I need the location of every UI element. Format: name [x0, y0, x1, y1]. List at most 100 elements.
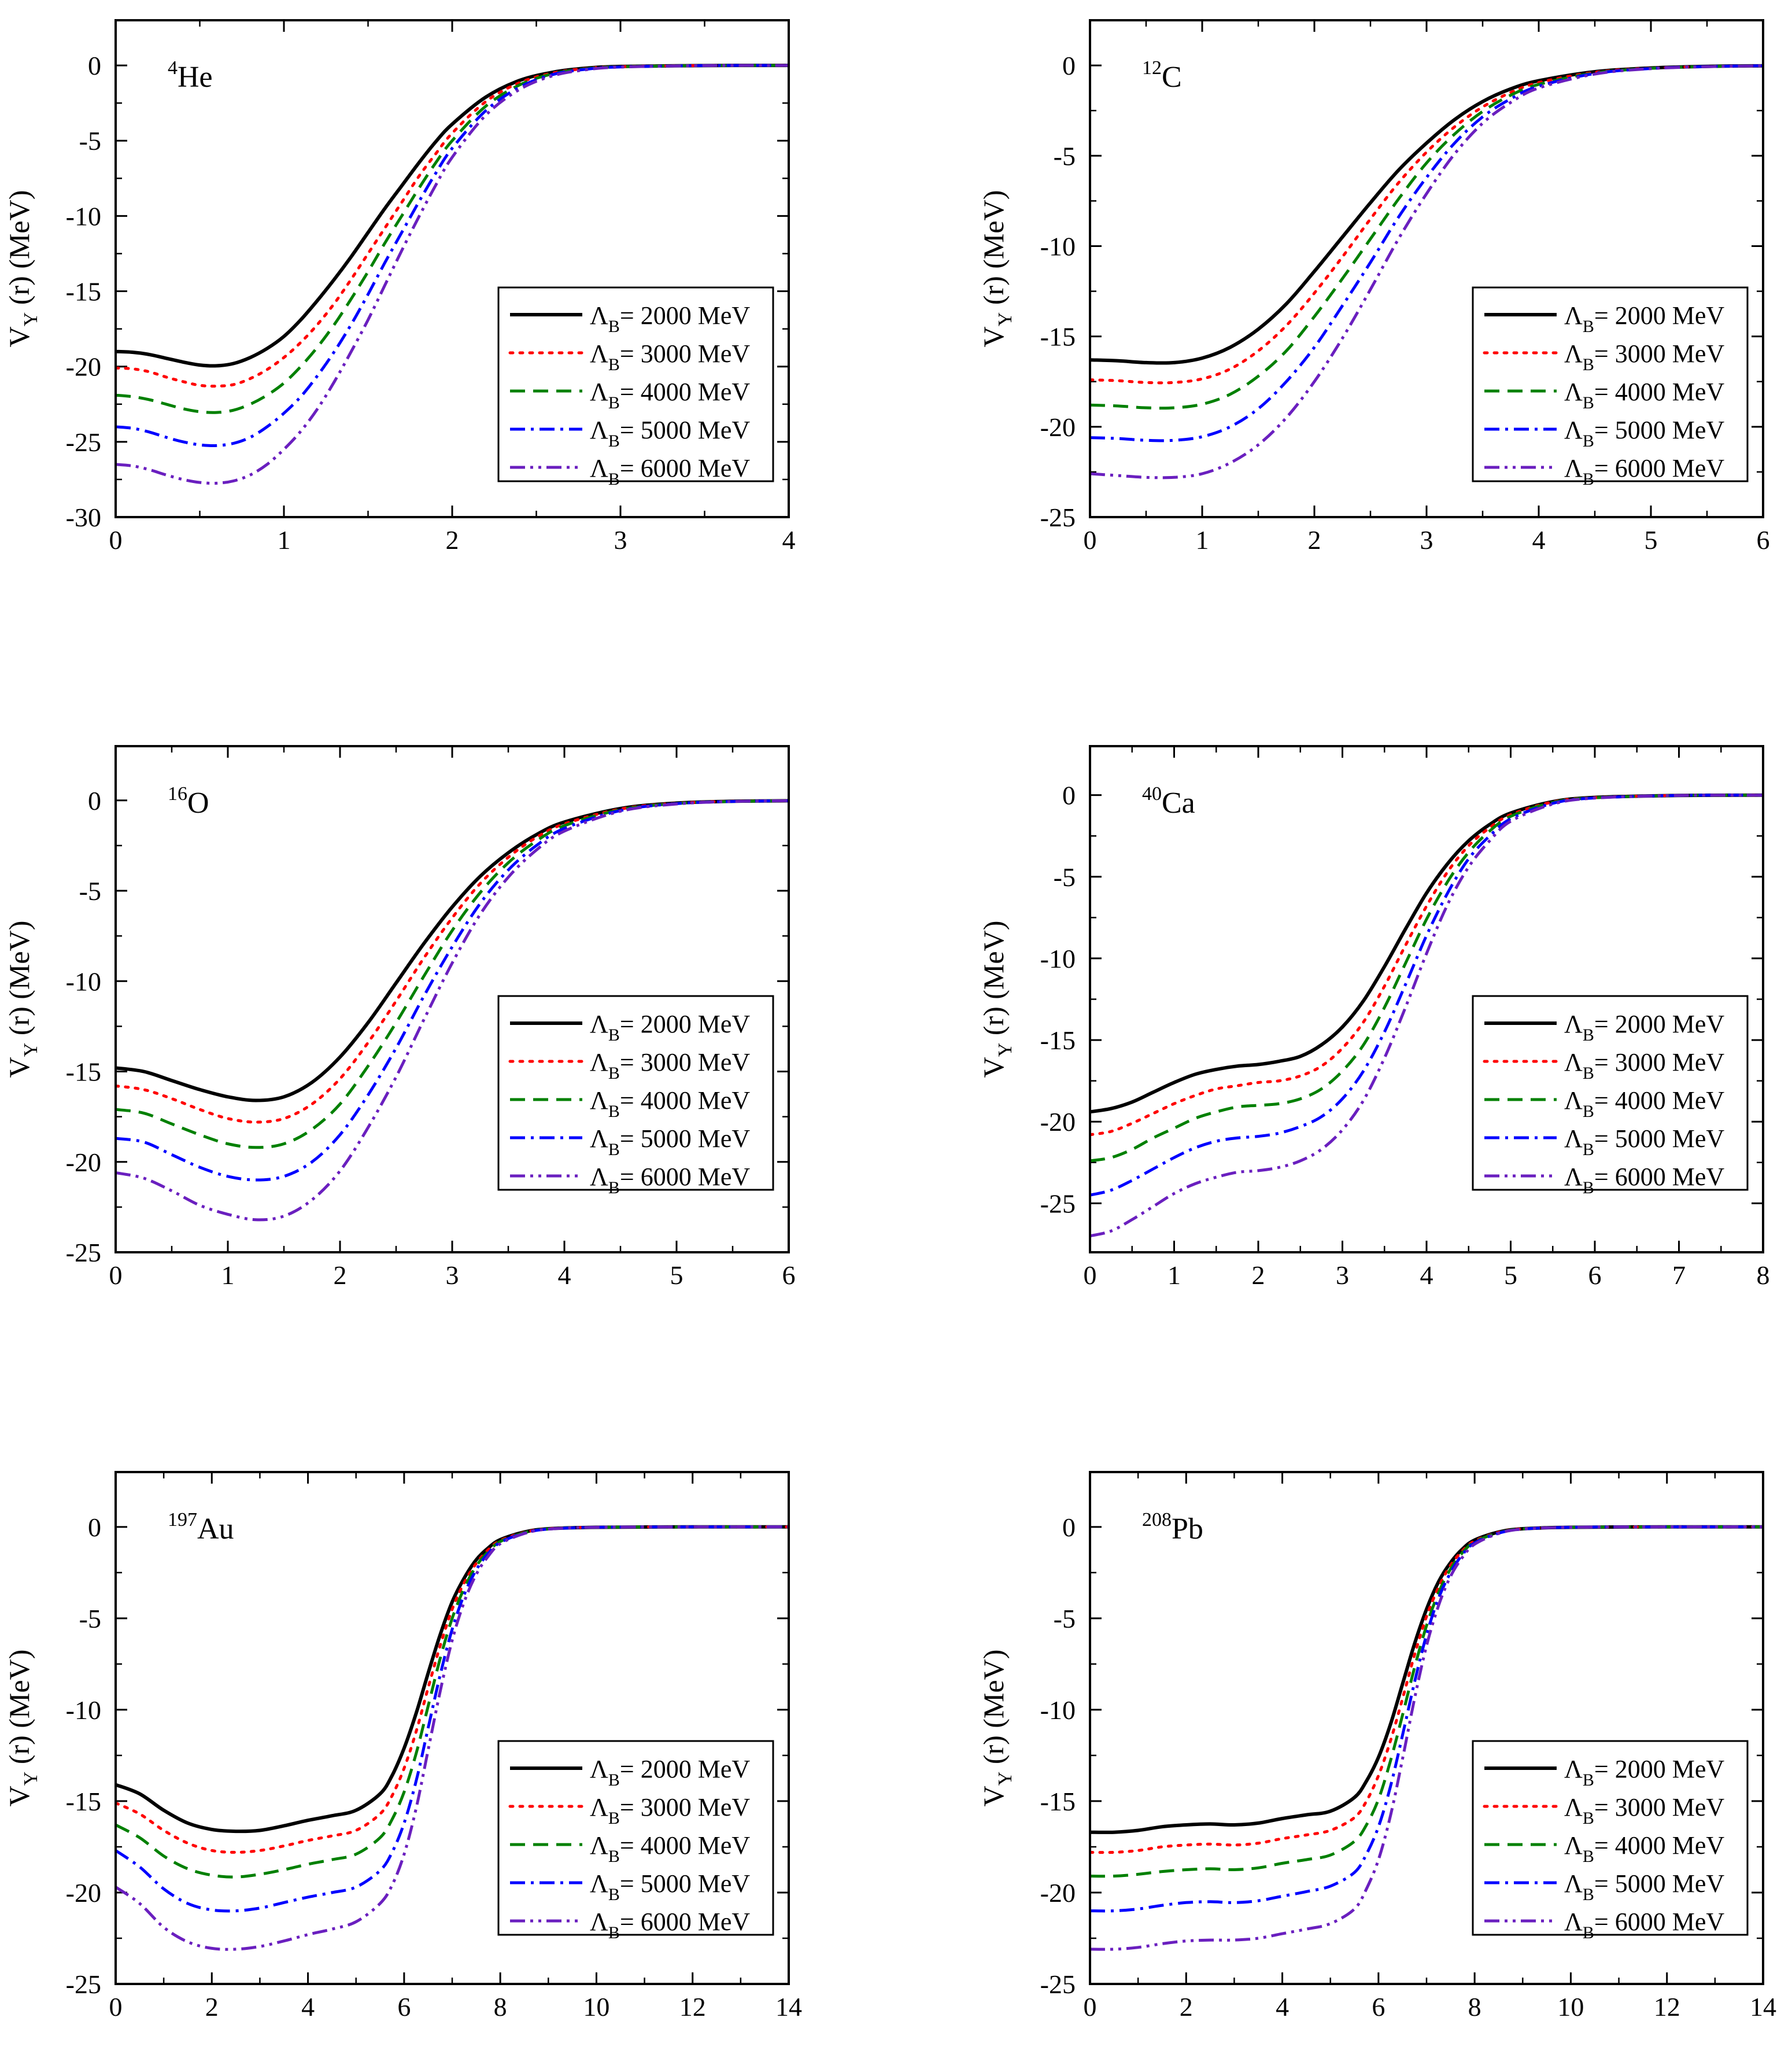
series-line-2: [1090, 64, 1763, 385]
legend-entry-1: ΛB= 2000 MeV: [1564, 1010, 1724, 1045]
y-tick-label: -5: [79, 876, 101, 906]
y-tick-label: 0: [88, 786, 101, 816]
x-tick-label: 0: [109, 1260, 123, 1290]
series-group: [1090, 64, 1763, 480]
nucleus-label: 197Au: [168, 1509, 234, 1546]
series-line-2: [116, 799, 789, 1124]
legend-box: [1472, 286, 1749, 482]
x-tick-label: 1: [1196, 525, 1209, 555]
series-line-3: [1090, 794, 1763, 1163]
series-line-2: [116, 1525, 789, 1854]
y-tick-label: -15: [66, 277, 101, 307]
y-tick-label: -20: [66, 1878, 101, 1908]
y-tick-label: -25: [66, 1238, 101, 1267]
y-tick-label: -25: [66, 1969, 101, 1999]
y-tick-label: 0: [1062, 1513, 1076, 1542]
legend-entry-4: ΛB= 5000 MeV: [1564, 1869, 1724, 1904]
x-tick-label: 12: [679, 1992, 706, 2022]
y-axis-label: VY (r) (MeV): [977, 1650, 1016, 1807]
x-tick-label: 3: [614, 525, 627, 555]
y-tick-label: -5: [1054, 141, 1076, 171]
series-line-2: [1090, 794, 1763, 1137]
x-tick-label: 4: [782, 525, 796, 555]
legend-entry-1: ΛB= 2000 MeV: [590, 301, 750, 336]
legend-entry-2: ΛB= 3000 MeV: [1564, 340, 1724, 374]
y-tick-label: 0: [1062, 51, 1076, 80]
legend-entry-3: ΛB= 4000 MeV: [590, 378, 750, 412]
x-tick-label: 1: [278, 525, 291, 555]
x-tick-label: 6: [1757, 525, 1770, 555]
series-line-1: [116, 799, 789, 1102]
y-tick-label: -10: [1040, 1695, 1076, 1725]
legend-entry-2: ΛB= 3000 MeV: [590, 1048, 750, 1083]
chart-panel-ca: 0 1 2 3 4 5 6 7 8 0 -5 -10 -15 -20 -25 VY (r) (MeV) 40Ca…: [977, 745, 1770, 1290]
legend-entry-4: ΛB= 5000 MeV: [1564, 1124, 1724, 1159]
legend-entry-5: ΛB= 6000 MeV: [590, 1908, 750, 1942]
x-tick-label: 0: [1084, 525, 1097, 555]
series-group: [116, 64, 789, 485]
y-tick-label: -20: [1040, 1878, 1076, 1908]
series-group: [116, 799, 789, 1222]
legend-box: [1472, 1740, 1749, 1936]
x-tick-label: 14: [775, 1992, 802, 2022]
y-axis-label: VY (r) (MeV): [3, 190, 42, 348]
series-line-2: [1090, 1525, 1763, 1854]
x-tick-label: 12: [1654, 1992, 1680, 2022]
y-tick-label: -10: [66, 201, 101, 231]
series-group: [1090, 793, 1763, 1238]
y-axis-label: VY (r) (MeV): [977, 921, 1016, 1078]
plot-frame: [114, 1471, 790, 1985]
legend-entry-4: ΛB= 5000 MeV: [590, 416, 750, 451]
x-tick-label: 7: [1672, 1260, 1686, 1290]
legend-box: [1472, 995, 1749, 1191]
x-tick-label: 2: [1252, 1260, 1265, 1290]
series-line-5: [116, 1525, 789, 1951]
y-tick-label: -5: [1054, 862, 1076, 892]
legend-entry-3: ΛB= 4000 MeV: [1564, 378, 1724, 412]
y-tick-label: -10: [66, 1695, 101, 1725]
x-tick-label: 10: [583, 1992, 609, 2022]
y-tick-label: 0: [88, 51, 101, 80]
series-line-5: [1090, 1525, 1763, 1951]
x-tick-label: 6: [397, 1992, 411, 2022]
nucleus-label: 4He: [168, 57, 213, 94]
x-tick-label: 10: [1557, 1992, 1584, 2022]
legend-entry-3: ΛB= 4000 MeV: [1564, 1086, 1724, 1121]
legend-entry-3: ΛB= 4000 MeV: [590, 1086, 750, 1121]
legend-entry-3: ΛB= 4000 MeV: [590, 1831, 750, 1866]
x-tick-label: 2: [334, 1260, 347, 1290]
x-tick-label: 6: [782, 1260, 796, 1290]
x-tick-label: 0: [1084, 1992, 1097, 2022]
x-tick-label: 1: [1167, 1260, 1181, 1290]
plot-frame: [1089, 19, 1764, 518]
legend-entry-1: ΛB= 2000 MeV: [590, 1755, 750, 1790]
legend-box: [497, 1740, 774, 1936]
series-line-2: [116, 64, 789, 388]
plot-frame: [114, 19, 790, 518]
nucleus-label: 208Pb: [1142, 1509, 1203, 1546]
series-line-4: [116, 1525, 789, 1913]
y-tick-label: -20: [66, 352, 101, 382]
x-tick-label: 3: [1420, 525, 1433, 555]
series-group: [116, 1525, 789, 1951]
y-tick-label: -15: [1040, 322, 1076, 352]
x-tick-label: 6: [1588, 1260, 1602, 1290]
x-tick-label: 2: [1308, 525, 1321, 555]
x-tick-label: 8: [1468, 1992, 1481, 2022]
y-tick-label: -25: [1040, 1969, 1076, 1999]
x-tick-label: 3: [1336, 1260, 1349, 1290]
series-line-5: [1090, 64, 1763, 480]
legend-entry-2: ΛB= 3000 MeV: [590, 1793, 750, 1828]
series-line-3: [1090, 64, 1763, 410]
y-tick-label: -20: [66, 1148, 101, 1177]
y-tick-label: 0: [1062, 781, 1076, 810]
y-axis-label: VY (r) (MeV): [3, 1650, 42, 1807]
series-line-5: [116, 64, 789, 485]
series-line-1: [1090, 64, 1763, 365]
nucleus-label: 40Ca: [1142, 783, 1195, 820]
legend-box: [497, 286, 774, 482]
